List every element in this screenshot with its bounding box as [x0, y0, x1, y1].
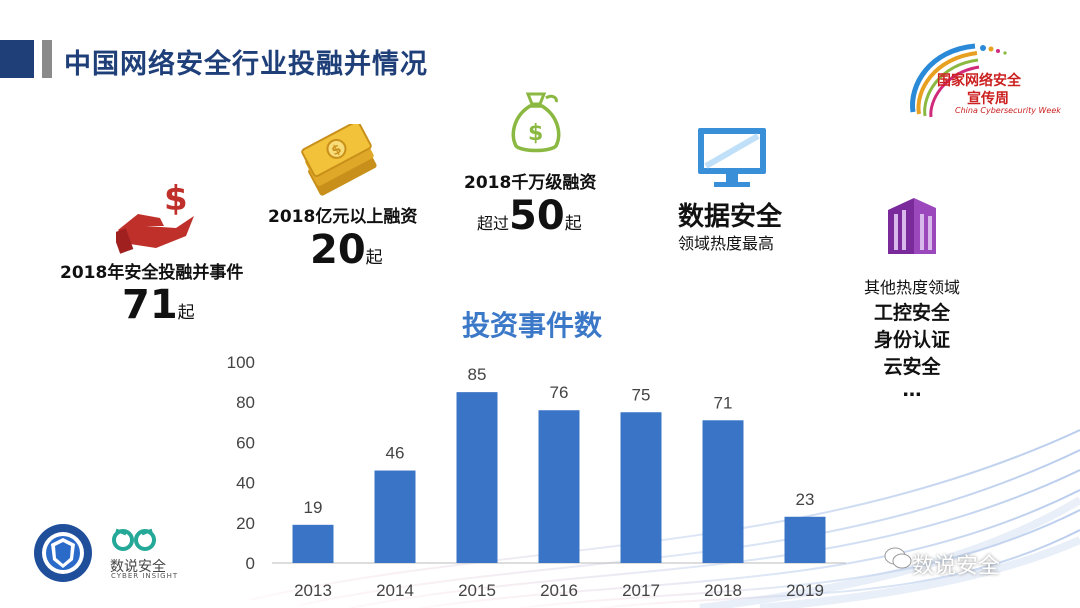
data-security-sub: 领域热度最高: [678, 234, 775, 253]
bar-value-label: 19: [304, 498, 323, 517]
bar: [538, 410, 580, 563]
bar: [456, 392, 498, 563]
stat-ma-label: 2018年安全投融并事件: [60, 263, 244, 283]
y-tick-label: 100: [227, 353, 255, 372]
y-tick-label: 60: [236, 433, 255, 452]
stat-tenmil-prefix: 超过: [477, 214, 510, 233]
x-tick-label: 2019: [786, 581, 824, 600]
others-item-more: …: [902, 379, 922, 401]
others-block: 其他热度领域 工控安全 身份认证 云安全 …: [850, 274, 974, 401]
hand-dollar-icon: $: [116, 179, 194, 254]
stat-big-value: 20: [310, 227, 366, 273]
others-item-cloud: 云安全: [883, 356, 941, 378]
watermark-text: 数说安全: [912, 554, 1001, 579]
stat-tenmil-unit: 起: [564, 214, 582, 234]
logo-text-english: China Cybersecurity Week: [955, 106, 1061, 115]
logo-text-week: 宣传周: [967, 91, 1009, 107]
stat-big-unit: 起: [365, 248, 383, 268]
header-accent-bar: [0, 40, 34, 78]
others-item-identity: 身份认证: [873, 329, 950, 351]
bar: [292, 524, 334, 563]
data-security-title: 数据安全: [678, 202, 783, 232]
money-bills-icon: $: [301, 124, 377, 196]
bar: [784, 516, 826, 563]
x-tick-label: 2016: [540, 581, 578, 600]
money-bag-icon: $: [511, 92, 561, 153]
x-tick-label: 2018: [704, 581, 742, 600]
chart-title: 投资事件数: [462, 309, 603, 342]
page-title: 中国网络安全行业投融并情况: [64, 49, 428, 80]
bar-value-label: 75: [632, 385, 651, 404]
svg-text:$: $: [164, 179, 188, 219]
association-seal-logo: [34, 524, 92, 582]
y-tick-label: 80: [236, 393, 255, 412]
wechat-icon: [884, 547, 912, 569]
bar-value-label: 46: [386, 444, 405, 463]
bar-value-label: 71: [714, 393, 733, 412]
stat-tenmil-value: 50: [509, 193, 565, 239]
building-icon: [888, 198, 936, 254]
stat-ma-value-group: 71起: [122, 285, 195, 325]
bar: [702, 420, 744, 563]
x-tick-label: 2014: [376, 581, 414, 600]
stat-ma-unit: 起: [177, 303, 195, 323]
bar-value-label: 85: [468, 365, 487, 384]
logo-text-main: 国家网络安全: [937, 73, 1021, 89]
x-tick-label: 2013: [294, 581, 332, 600]
brand-name: 数说安全: [110, 559, 166, 575]
bar: [374, 470, 416, 563]
monitor-icon: [698, 128, 766, 187]
y-tick-label: 40: [236, 474, 255, 493]
stat-tenmil-label: 2018千万级融资: [464, 173, 597, 193]
owl-eyes-logo: [112, 528, 156, 551]
y-tick-label: 0: [246, 554, 255, 573]
stat-big-label: 2018亿元以上融资: [268, 207, 418, 227]
stat-tenmil-value-group: 超过50起: [477, 196, 582, 236]
bar: [620, 412, 662, 563]
cybersecurity-week-logo: [910, 43, 1007, 118]
stat-big-value-group: 20起: [310, 230, 383, 270]
others-title: 其他热度领域: [863, 278, 960, 297]
header-accent-bar-gray: [42, 40, 52, 78]
stat-ma-value: 71: [122, 282, 178, 328]
x-tick-label: 2017: [622, 581, 660, 600]
bar-value-label: 76: [550, 383, 569, 402]
y-tick-label: 20: [236, 514, 255, 533]
bar-value-label: 23: [796, 490, 815, 509]
svg-text:$: $: [528, 121, 543, 146]
brand-subtitle: CYBER INSIGHT: [111, 572, 179, 580]
others-item-industrial: 工控安全: [873, 302, 950, 324]
x-tick-label: 2015: [458, 581, 496, 600]
